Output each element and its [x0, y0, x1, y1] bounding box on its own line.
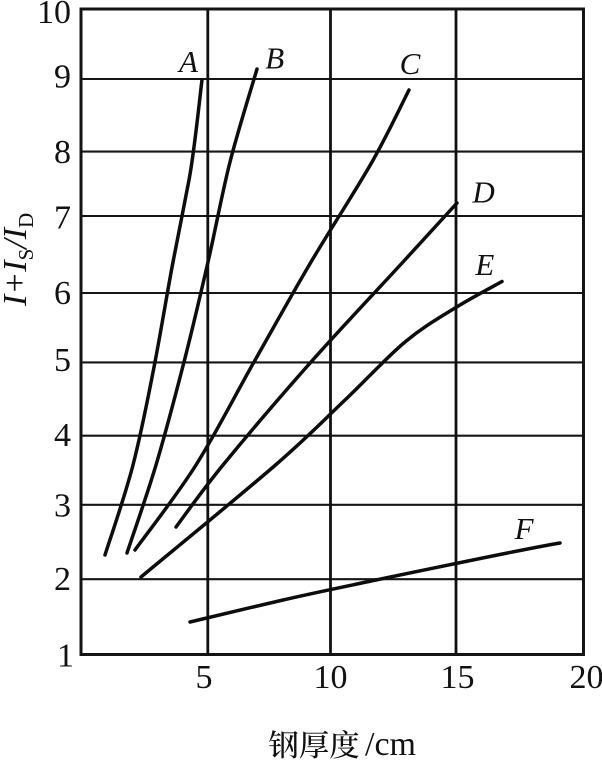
svg-text:3: 3 — [54, 488, 71, 525]
svg-text:E: E — [474, 247, 494, 282]
svg-text:15: 15 — [441, 659, 475, 696]
svg-text:7: 7 — [54, 200, 71, 237]
svg-text:A: A — [177, 44, 199, 79]
svg-text:1: 1 — [57, 638, 74, 675]
svg-text:F: F — [514, 511, 535, 546]
svg-text:2: 2 — [54, 561, 71, 598]
svg-text:D: D — [471, 175, 494, 210]
svg-text:/cm: /cm — [365, 726, 416, 760]
svg-text:6: 6 — [54, 275, 71, 312]
svg-text:B: B — [265, 40, 284, 75]
svg-text:8: 8 — [54, 134, 71, 171]
svg-text:20: 20 — [570, 659, 602, 696]
svg-text:4: 4 — [54, 417, 71, 454]
svg-text:5: 5 — [196, 659, 213, 696]
svg-text:5: 5 — [54, 342, 71, 379]
svg-text:I+IS/ID: I+IS/ID — [0, 213, 38, 307]
svg-text:10: 10 — [314, 659, 348, 696]
svg-text:C: C — [400, 46, 421, 81]
svg-text:9: 9 — [54, 59, 71, 96]
svg-text:10: 10 — [37, 0, 71, 31]
